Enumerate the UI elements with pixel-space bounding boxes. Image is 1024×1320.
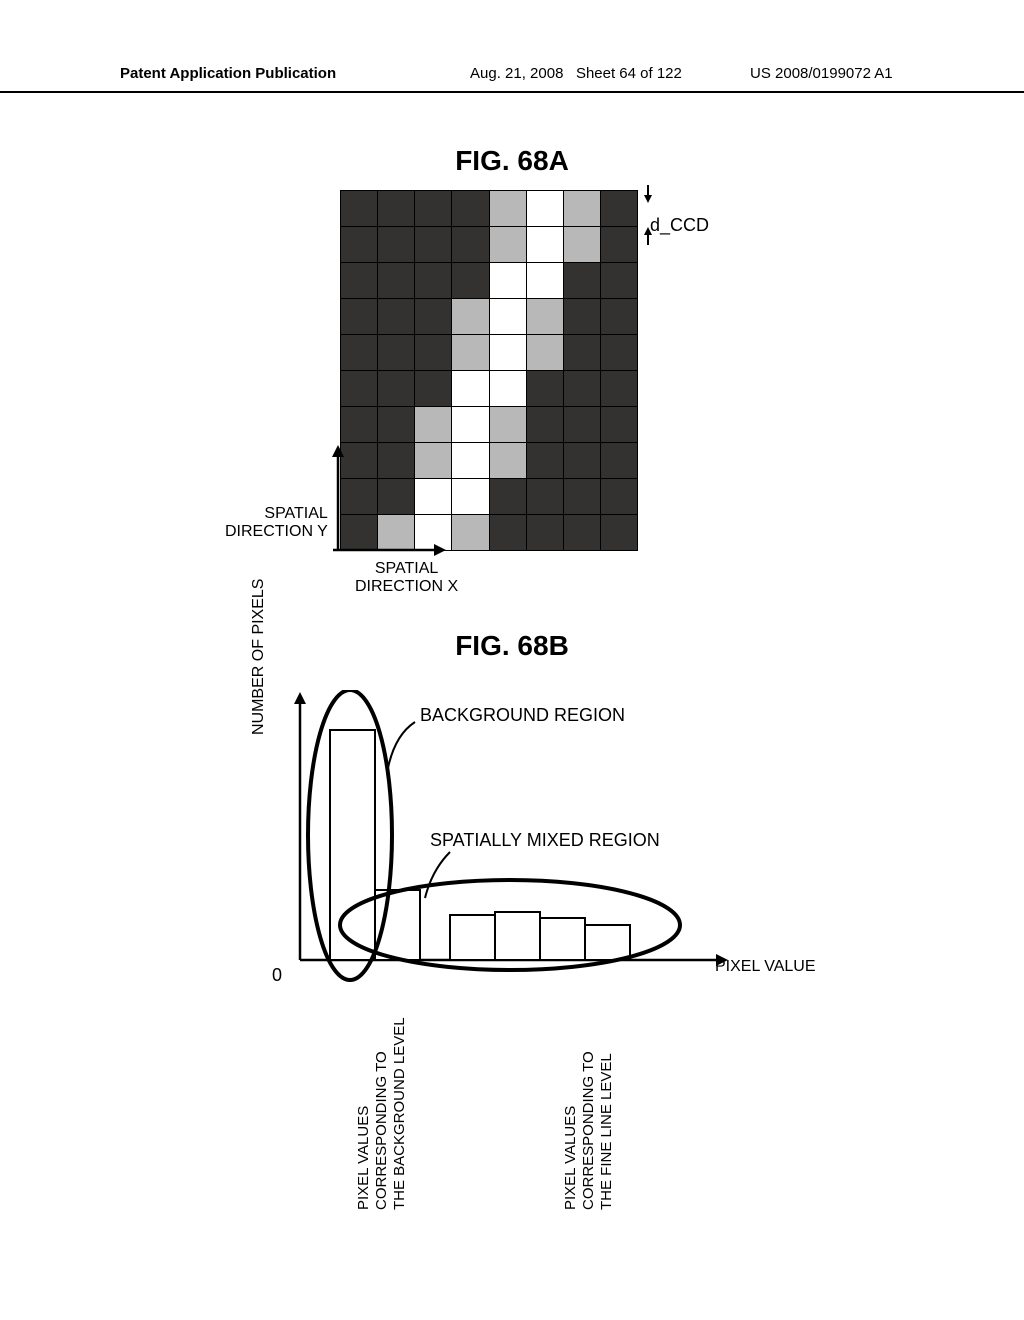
grid-cell: [526, 263, 563, 299]
sm-callout: [420, 850, 480, 910]
grid-cell: [341, 191, 378, 227]
dccd-label: d_CCD: [650, 215, 709, 236]
below-label-bg: PIXEL VALUES CORRESPONDING TO THE BACKGR…: [355, 1017, 409, 1210]
grid-cell: [526, 407, 563, 443]
grid-cell: [452, 263, 489, 299]
grid-cell: [489, 263, 526, 299]
grid-cell: [563, 479, 600, 515]
grid-cell: [600, 335, 637, 371]
grid-cell: [378, 299, 415, 335]
grid-cell: [526, 227, 563, 263]
grid-cell: [415, 407, 452, 443]
grid-cell: [526, 443, 563, 479]
grid-cell: [526, 515, 563, 551]
grid-cell: [378, 191, 415, 227]
grid-cell: [489, 191, 526, 227]
grid-cell: [563, 299, 600, 335]
grid-cell: [415, 479, 452, 515]
grid-cell: [452, 407, 489, 443]
below-label-fine: PIXEL VALUES CORRESPONDING TO THE FINE L…: [562, 1051, 616, 1210]
grid-cell: [378, 335, 415, 371]
grid-cell: [452, 227, 489, 263]
grid-cell: [452, 515, 489, 551]
header-pubno: US 2008/0199072 A1: [750, 65, 893, 82]
sm-region-label: SPATIALLY MIXED REGION: [430, 830, 660, 851]
grid-cell: [378, 479, 415, 515]
grid-cell: [341, 371, 378, 407]
grid-cell: [415, 191, 452, 227]
fig68b-origin: 0: [272, 965, 282, 986]
grid-cell: [563, 191, 600, 227]
grid-cell: [415, 263, 452, 299]
grid-cell: [489, 227, 526, 263]
grid-cell: [415, 335, 452, 371]
grid-cell: [415, 443, 452, 479]
grid-cell: [341, 335, 378, 371]
grid-cell: [489, 479, 526, 515]
grid-cell: [452, 371, 489, 407]
grid-cell: [489, 371, 526, 407]
grid-cell: [378, 407, 415, 443]
grid-cell: [489, 335, 526, 371]
grid-cell: [526, 335, 563, 371]
fig68b-x-label: PIXEL VALUE: [715, 958, 816, 976]
bg-callout: [380, 720, 440, 780]
grid-cell: [452, 443, 489, 479]
grid-cell: [563, 515, 600, 551]
grid-cell: [563, 371, 600, 407]
grid-cell: [489, 443, 526, 479]
fig68b-y-label: NUMBER OF PIXELS: [250, 579, 268, 735]
grid-cell: [600, 227, 637, 263]
fig68b-title: FIG. 68B: [0, 630, 1024, 662]
bg-region-label: BACKGROUND REGION: [420, 705, 625, 726]
grid-cell: [341, 227, 378, 263]
header-middle: Aug. 21, 2008 Sheet 64 of 122: [470, 65, 682, 82]
fig68a-grid: [340, 190, 638, 544]
grid-cell: [452, 479, 489, 515]
grid-cell: [489, 407, 526, 443]
grid-cell: [489, 299, 526, 335]
grid-cell: [600, 263, 637, 299]
header-left: Patent Application Publication: [120, 65, 336, 82]
grid-cell: [563, 443, 600, 479]
grid-cell: [600, 515, 637, 551]
grid-cell: [489, 515, 526, 551]
grid-cell: [415, 371, 452, 407]
grid-cell: [378, 371, 415, 407]
page-header: Patent Application Publication Aug. 21, …: [0, 85, 1024, 93]
grid-cell: [600, 191, 637, 227]
grid-cell: [526, 191, 563, 227]
grid-cell: [526, 479, 563, 515]
grid-cell: [415, 299, 452, 335]
grid-cell: [600, 443, 637, 479]
grid-cell: [563, 227, 600, 263]
grid-cell: [415, 227, 452, 263]
grid-cell: [526, 299, 563, 335]
grid-cell: [600, 479, 637, 515]
grid-cell: [378, 263, 415, 299]
grid-cell: [600, 371, 637, 407]
grid-cell: [341, 299, 378, 335]
grid-cell: [452, 299, 489, 335]
grid-cell: [600, 407, 637, 443]
grid-cell: [452, 191, 489, 227]
grid-cell: [341, 263, 378, 299]
fig68a-x-label: SPATIAL DIRECTION X: [355, 560, 458, 595]
grid-cell: [526, 371, 563, 407]
fig68a-y-label: SPATIAL DIRECTION Y: [225, 505, 328, 540]
grid-cell: [600, 299, 637, 335]
grid-cell: [563, 263, 600, 299]
grid-cell: [378, 443, 415, 479]
grid-cell: [452, 335, 489, 371]
grid-cell: [563, 407, 600, 443]
grid-cell: [341, 407, 378, 443]
fig68a-title: FIG. 68A: [0, 145, 1024, 177]
grid-cell: [378, 227, 415, 263]
grid-cell: [563, 335, 600, 371]
